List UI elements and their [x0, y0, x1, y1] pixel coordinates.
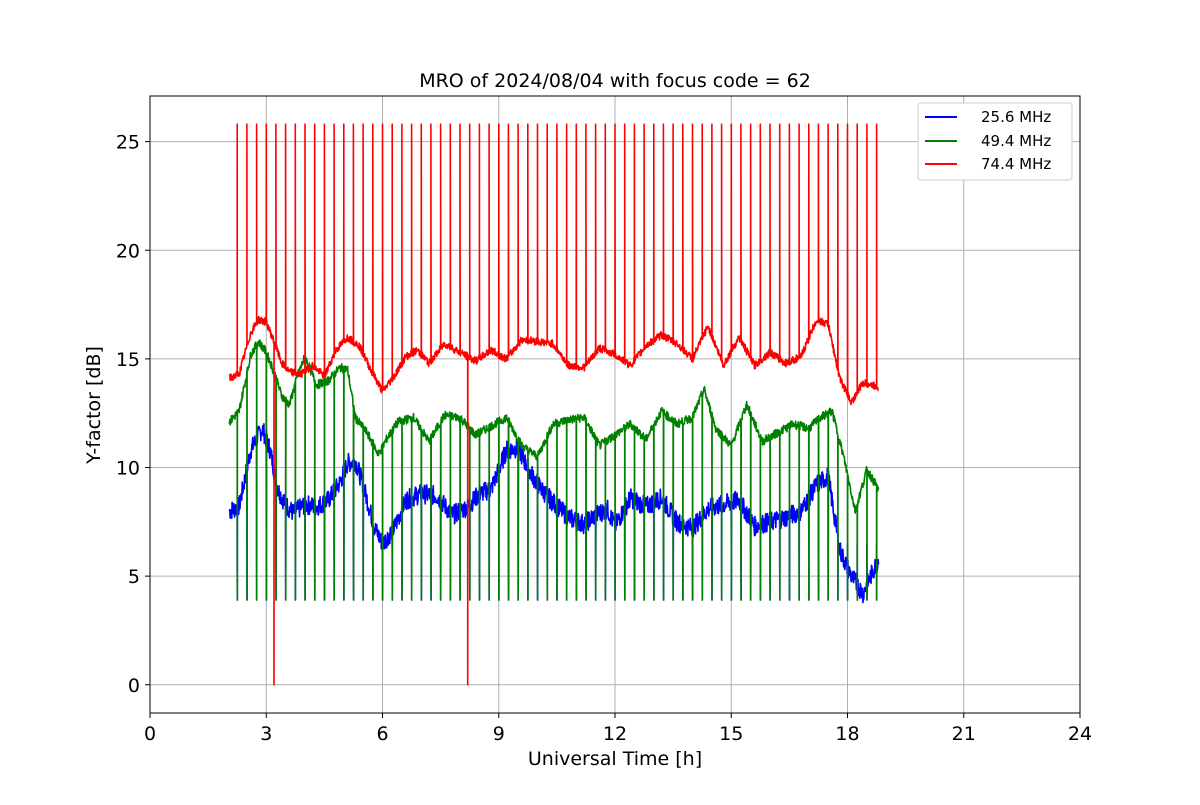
x-tick-label: 15: [719, 723, 743, 745]
legend-label-74-4: 74.4 MHz: [981, 155, 1051, 173]
chart-legend: 25.6 MHz 49.4 MHz 74.4 MHz: [917, 102, 1073, 181]
series-layer: [228, 123, 880, 686]
legend-box: [917, 102, 1073, 181]
y-tick-label: 15: [116, 349, 140, 371]
chart-title: MRO of 2024/08/04 with focus code = 62: [419, 70, 811, 92]
x-tick-layer: 0 3 6 9 12 15 18 21 24: [144, 713, 1092, 745]
x-tick-label: 3: [260, 723, 272, 745]
y-tick-label: 25: [116, 132, 140, 154]
legend-label-25-6: 25.6 MHz: [981, 108, 1051, 126]
x-tick-label: 18: [835, 723, 859, 745]
x-tick-label: 6: [376, 723, 388, 745]
y-tick-label: 5: [128, 566, 140, 588]
x-tick-label: 0: [144, 723, 156, 745]
y-tick-layer: 0 5 10 15 20 25: [116, 132, 150, 697]
series-line-74-4-mhz: [228, 123, 879, 686]
x-axis-label: Universal Time [h]: [528, 748, 702, 770]
legend-label-49-4: 49.4 MHz: [981, 132, 1051, 150]
series-line-49-4-mhz: [228, 339, 880, 601]
y-tick-label: 10: [116, 458, 140, 480]
y-axis-label: Y-factor [dB]: [83, 346, 105, 465]
y-tick-label: 0: [128, 675, 140, 697]
x-tick-label: 9: [493, 723, 505, 745]
y-tick-label: 20: [116, 240, 140, 262]
x-tick-label: 21: [952, 723, 976, 745]
x-tick-label: 12: [603, 723, 627, 745]
x-tick-label: 24: [1068, 723, 1092, 745]
